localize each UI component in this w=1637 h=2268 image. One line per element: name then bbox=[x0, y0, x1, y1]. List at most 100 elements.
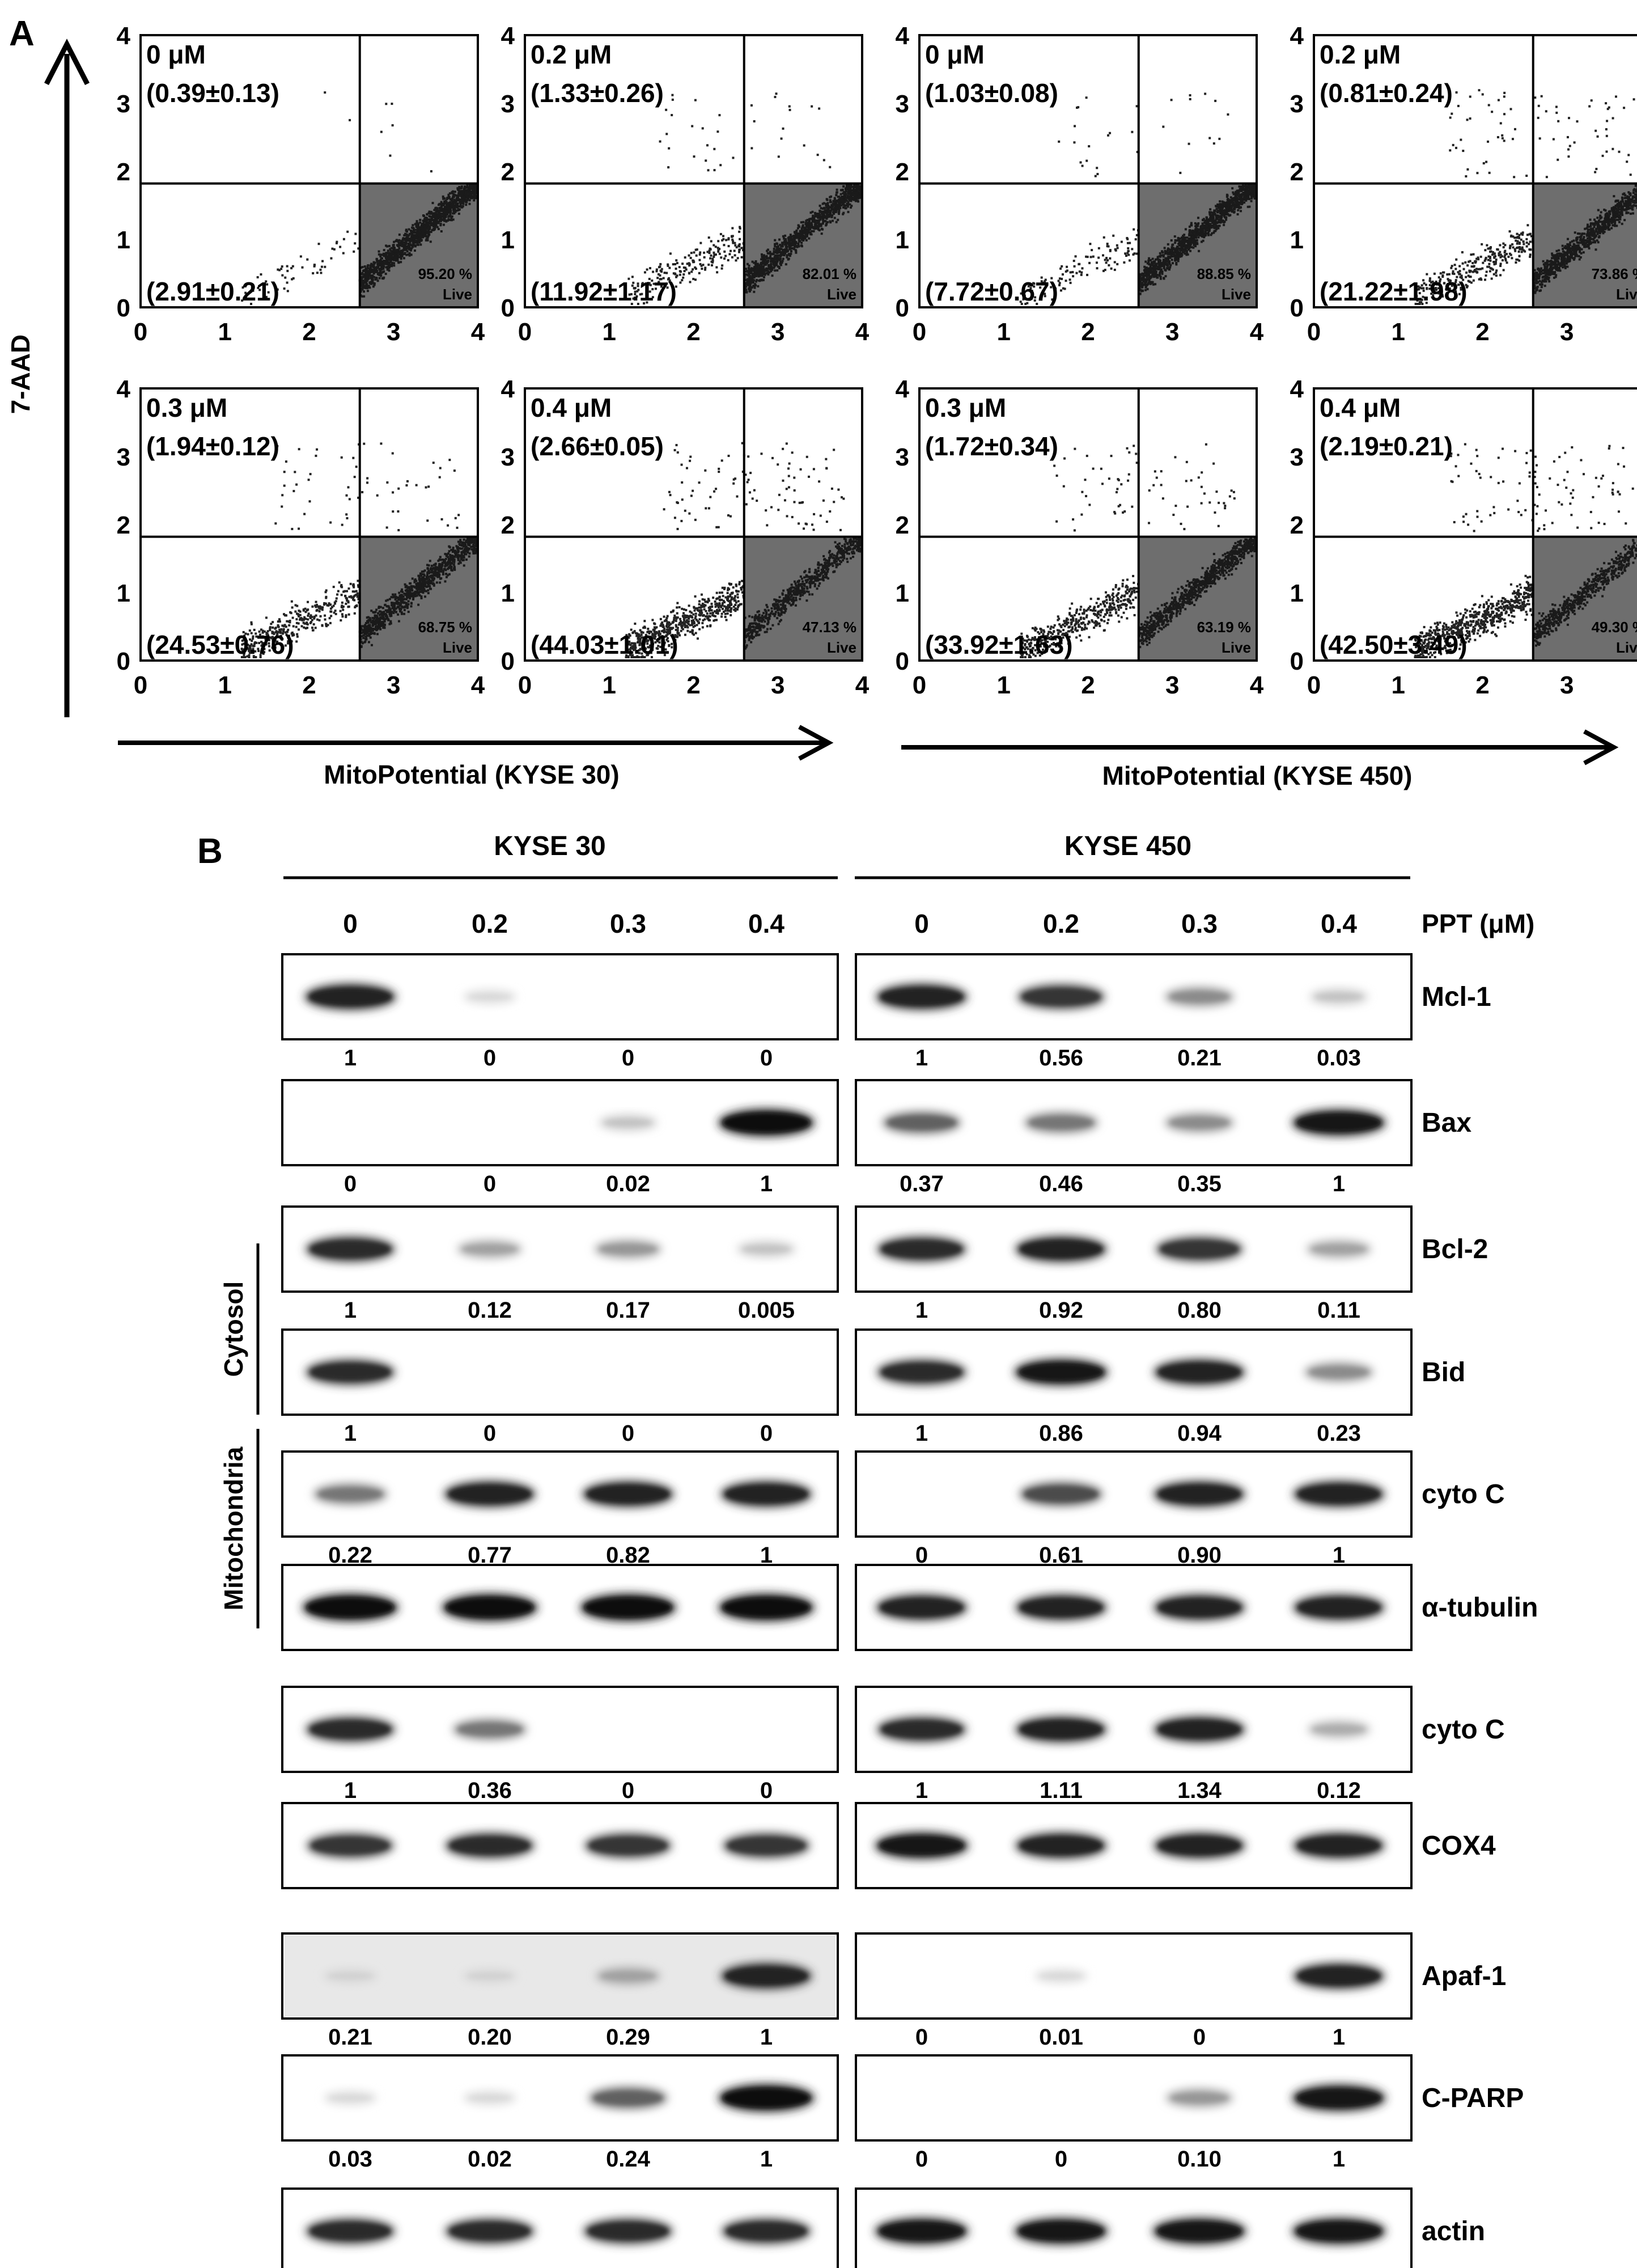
scatter-point bbox=[420, 583, 423, 586]
scatter-point bbox=[805, 219, 808, 222]
scatter-point bbox=[311, 619, 313, 621]
scatter-point bbox=[309, 473, 312, 476]
scatter-point bbox=[782, 249, 784, 252]
scatter-point bbox=[851, 551, 854, 553]
scatter-point bbox=[747, 629, 750, 632]
scatter-point bbox=[658, 636, 661, 638]
scatter-point bbox=[825, 202, 828, 205]
scatter-point bbox=[663, 508, 665, 511]
scatter-point bbox=[419, 581, 422, 584]
scatter-point bbox=[451, 199, 453, 202]
scatter-point bbox=[388, 598, 391, 600]
scatter-point bbox=[413, 592, 415, 595]
scatter-point bbox=[817, 225, 820, 228]
scatter-point bbox=[391, 124, 394, 127]
scatter-point bbox=[363, 442, 366, 445]
scatter-point bbox=[407, 253, 410, 256]
scatter-point bbox=[750, 625, 753, 628]
scatter-point bbox=[453, 565, 456, 568]
scatter-point bbox=[685, 616, 688, 619]
scatter-point bbox=[710, 609, 713, 612]
scatter-point bbox=[372, 282, 375, 285]
scatter-point bbox=[412, 227, 415, 230]
scatter-point bbox=[384, 272, 387, 275]
scatter-point bbox=[439, 215, 442, 218]
scatter-point bbox=[402, 257, 405, 260]
scatter-point bbox=[468, 552, 471, 555]
scatter-point bbox=[782, 257, 784, 260]
scatter-point bbox=[434, 563, 436, 566]
scatter-point bbox=[297, 628, 300, 631]
scatter-point bbox=[407, 239, 410, 242]
scatter-point bbox=[678, 270, 681, 273]
scatter-point bbox=[459, 187, 461, 190]
scatter-point bbox=[418, 226, 421, 229]
scatter-point bbox=[341, 615, 344, 618]
dose-label: 0.3 μM bbox=[146, 393, 227, 422]
scatter-point bbox=[749, 272, 752, 274]
scatter-point bbox=[735, 601, 737, 604]
scatter-point bbox=[345, 614, 347, 617]
scatter-point bbox=[779, 255, 782, 258]
scatter-point bbox=[263, 630, 266, 633]
scatter-point bbox=[734, 610, 737, 612]
scatter-point bbox=[685, 619, 688, 621]
scatter-point bbox=[296, 635, 299, 638]
scatter-point bbox=[647, 651, 650, 654]
scatter-point bbox=[777, 623, 780, 625]
scatter-point bbox=[816, 587, 818, 590]
scatter-point bbox=[324, 591, 327, 594]
scatter-point bbox=[634, 656, 637, 658]
scatter-point bbox=[427, 570, 430, 573]
scatter-point bbox=[412, 585, 415, 588]
scatter-point bbox=[753, 290, 756, 293]
scatter-point bbox=[411, 592, 414, 595]
scatter-point bbox=[726, 599, 729, 602]
scatter-point bbox=[698, 272, 701, 274]
scatter-point bbox=[833, 557, 836, 560]
scatter-point bbox=[421, 570, 423, 573]
scatter-point bbox=[659, 263, 662, 265]
scatter-point bbox=[391, 258, 394, 261]
scatter-point bbox=[430, 170, 432, 173]
scatter-point bbox=[241, 286, 244, 289]
scatter-point bbox=[273, 632, 275, 635]
scatter-point bbox=[362, 625, 364, 628]
scatter-point bbox=[643, 638, 646, 641]
scatter-point bbox=[434, 214, 437, 217]
scatter-point bbox=[818, 214, 821, 217]
scatter-point bbox=[246, 655, 249, 658]
scatter-point bbox=[374, 268, 377, 270]
scatter-point bbox=[830, 204, 833, 206]
scatter-point bbox=[432, 219, 435, 222]
scatter-point bbox=[447, 206, 450, 209]
scatter-point bbox=[775, 599, 778, 602]
scatter-point bbox=[284, 631, 287, 634]
scatter-point bbox=[764, 272, 767, 275]
scatter-point bbox=[675, 285, 677, 288]
scatter-point bbox=[427, 592, 430, 595]
scatter-point bbox=[416, 222, 419, 225]
scatter-point bbox=[309, 616, 312, 619]
scatter-point bbox=[786, 254, 788, 257]
scatter-point bbox=[452, 550, 455, 553]
scatter-point bbox=[410, 247, 413, 249]
scatter-point bbox=[407, 595, 410, 598]
scatter-point bbox=[248, 656, 251, 658]
scatter-point bbox=[692, 625, 695, 628]
scatter-point bbox=[825, 222, 828, 225]
scatter-point bbox=[422, 219, 425, 222]
scatter-point bbox=[470, 192, 473, 194]
scatter-point bbox=[448, 550, 451, 553]
scatter-point bbox=[725, 239, 728, 242]
scatter-point bbox=[774, 243, 777, 246]
scatter-point bbox=[745, 268, 748, 270]
scatter-point bbox=[825, 458, 828, 460]
scatter-point bbox=[697, 621, 700, 624]
scatter-point bbox=[834, 206, 837, 209]
scatter-point bbox=[437, 210, 440, 213]
scatter-point bbox=[748, 283, 751, 286]
scatter-point bbox=[460, 185, 463, 188]
scatter-point bbox=[410, 587, 413, 590]
scatter-point bbox=[818, 229, 821, 232]
